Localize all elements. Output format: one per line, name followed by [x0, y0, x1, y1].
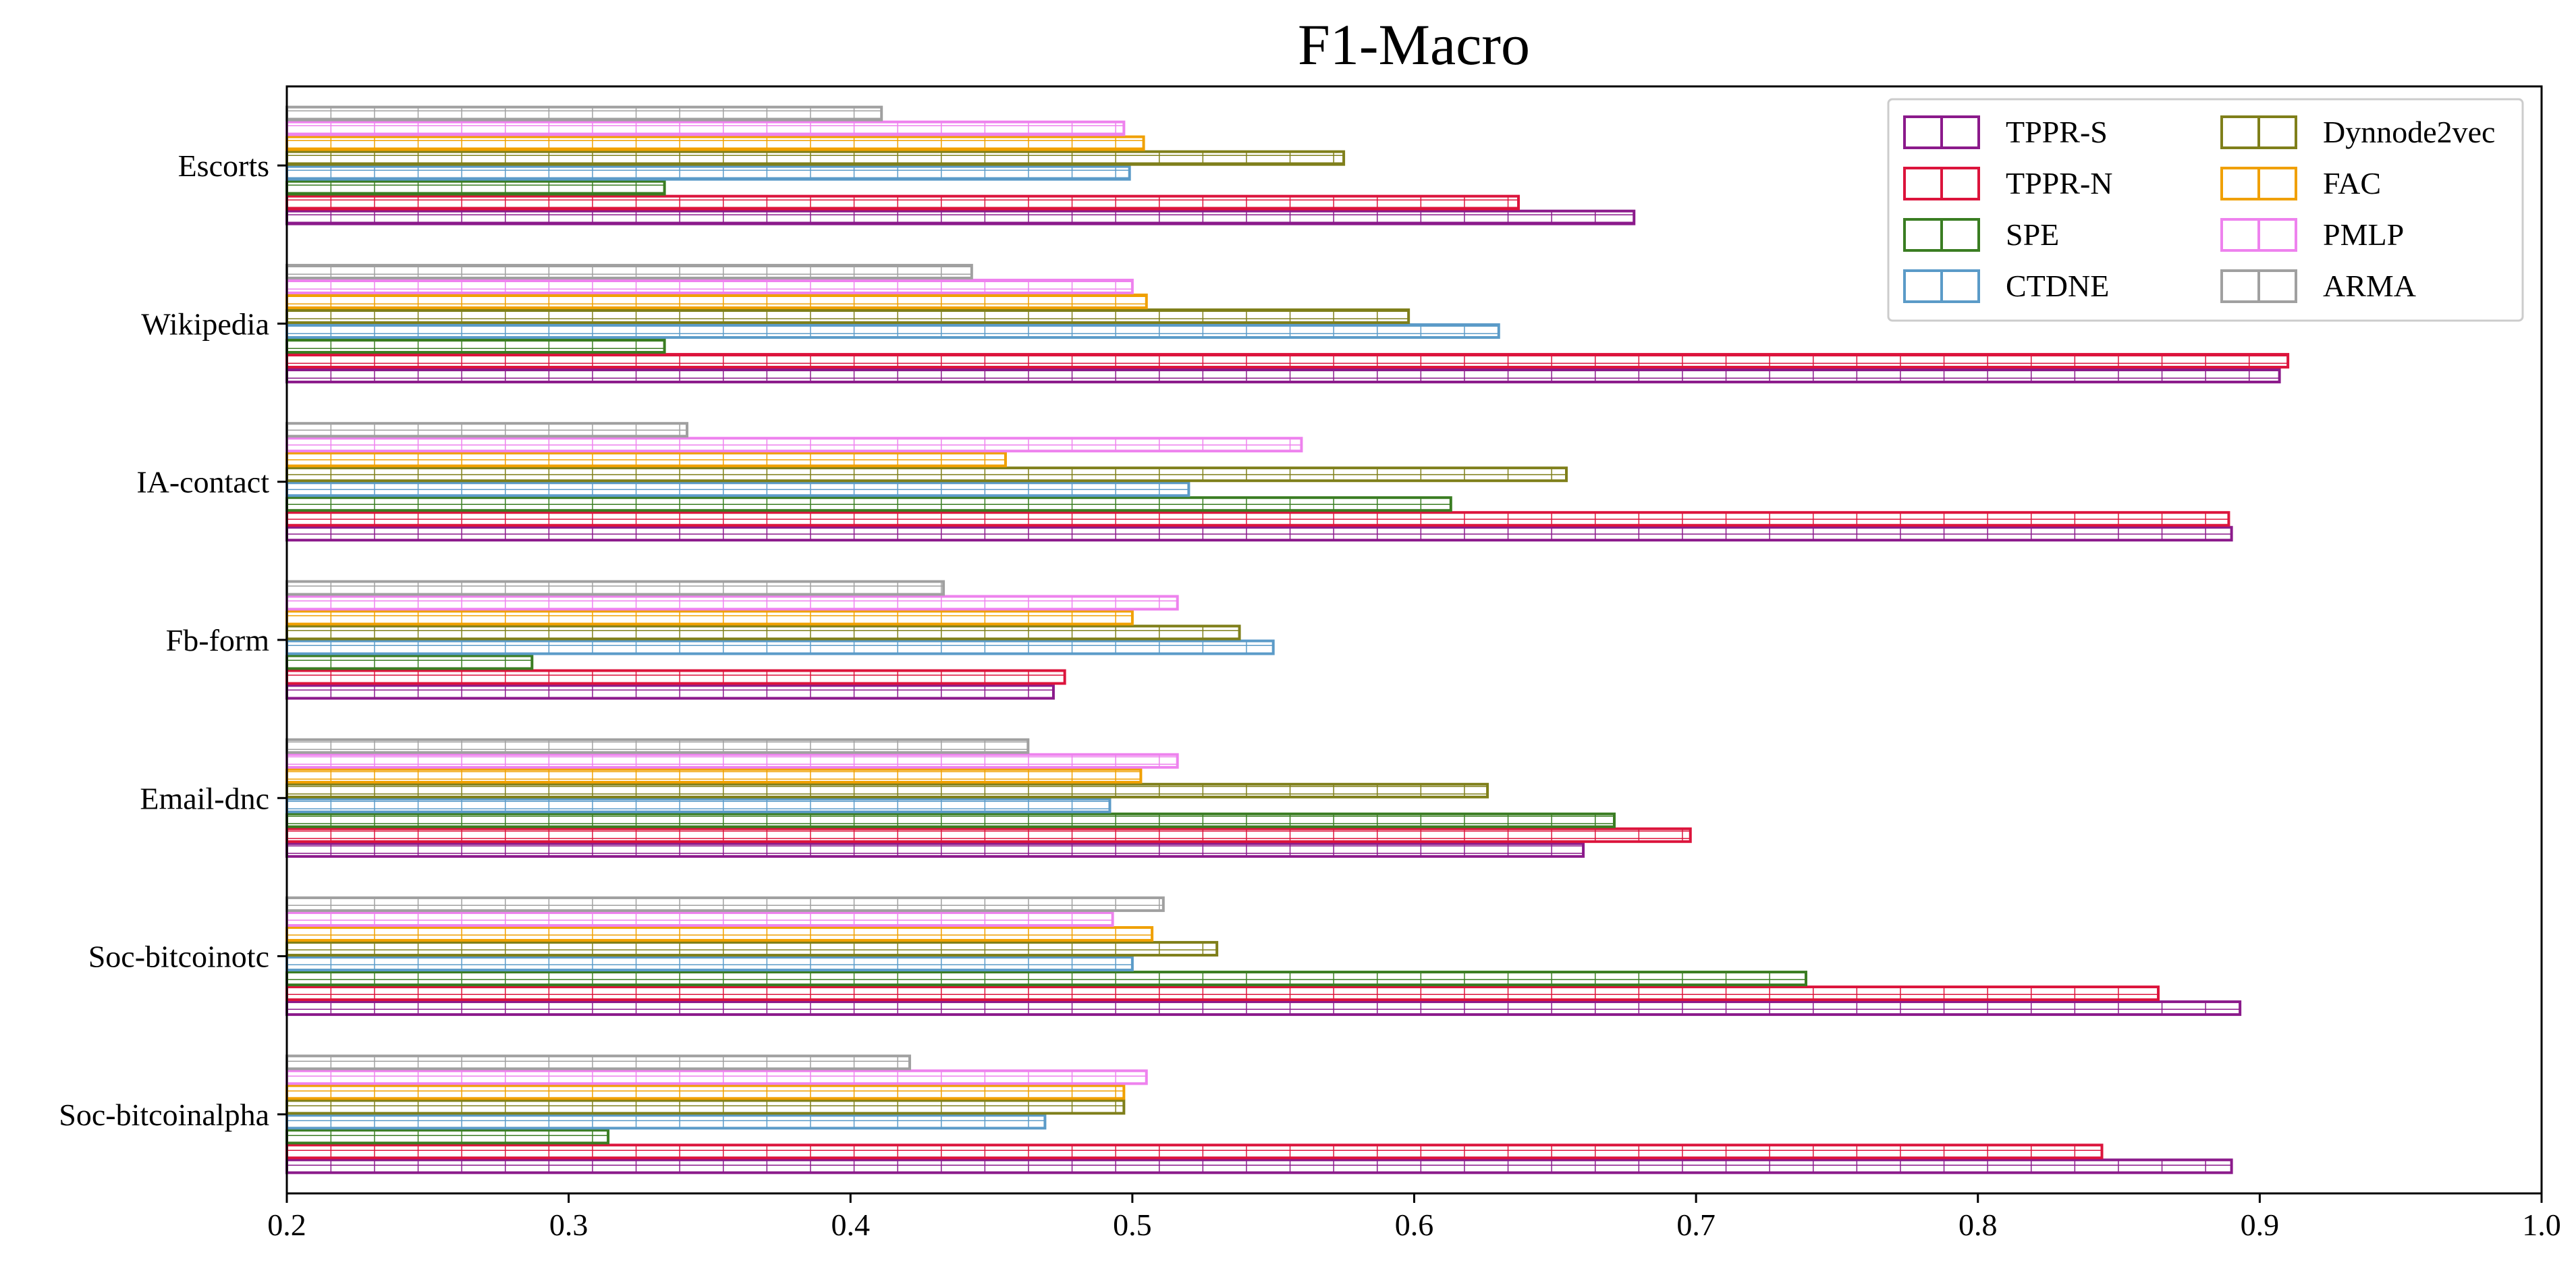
bar-email-dnc-fac: [285, 767, 1143, 784]
bar-soc-bitcoinotc-arma: [285, 896, 1165, 913]
bar-ia-contact-fac: [285, 452, 1007, 468]
bar-soc-bitcoinotc-fac: [285, 926, 1154, 942]
bar-wikipedia-dynnode2vec: [285, 308, 1410, 324]
y-axis: Escorts Wikipedia IA-contact Fb-form Email-d…: [59, 148, 287, 1132]
legend-swatch-tppr-s: [1903, 115, 1980, 149]
bar-soc-bitcoinotc-ctdne: [285, 956, 1134, 972]
bar-wikipedia-ctdne: [285, 323, 1500, 339]
x-tick-label-0-6: 0.6: [1395, 1208, 1434, 1242]
x-tick-label-1-0: 1.0: [2522, 1208, 2561, 1242]
legend-swatch-arma: [2220, 269, 2297, 303]
y-tick-label-fb-form: Fb-form: [166, 623, 270, 657]
bar-soc-bitcoinalpha-pmlp: [285, 1069, 1148, 1085]
bar-fb-form-arma: [285, 580, 946, 596]
bar-email-dnc-ctdne: [285, 797, 1112, 813]
bar-ia-contact-arma: [285, 422, 689, 438]
bar-soc-bitcoinotc-spe: [285, 971, 1807, 987]
legend-label-dynnode2vec: Dynnode2vec: [2323, 115, 2495, 149]
bar-email-dnc-tppr-s: [285, 842, 1585, 858]
bar-ia-contact-dynnode2vec: [285, 466, 1568, 483]
bar-wikipedia-fac: [285, 293, 1148, 309]
bar-escorts-ctdne: [285, 165, 1131, 181]
bar-soc-bitcoinotc-tppr-n: [285, 986, 2160, 1002]
bar-wikipedia-arma: [285, 263, 973, 279]
bar-ia-contact-tppr-n: [285, 511, 2230, 527]
y-tick-label-escorts: Escorts: [178, 148, 269, 183]
bar-soc-bitcoinalpha-tppr-n: [285, 1143, 2104, 1160]
x-tick-label-0-3: 0.3: [549, 1208, 588, 1242]
bar-email-dnc-dynnode2vec: [285, 782, 1489, 799]
bar-escorts-tppr-s: [285, 209, 1636, 225]
bar-wikipedia-pmlp: [285, 278, 1134, 294]
y-tick-label-wikipedia: Wikipedia: [141, 306, 269, 341]
bar-ia-contact-pmlp: [285, 437, 1303, 453]
legend-swatch-fac: [2220, 167, 2297, 200]
bar-wikipedia-spe: [285, 338, 666, 354]
bar-escorts-arma: [285, 105, 883, 122]
bar-escorts-pmlp: [285, 120, 1126, 136]
legend-swatch-ctdne: [1903, 269, 1980, 303]
legend-label-tppr-s: TPPR-S: [2006, 115, 2108, 149]
bar-escorts-fac: [285, 135, 1145, 151]
legend-box: [1887, 98, 2524, 322]
x-tick-label-0-7: 0.7: [1676, 1208, 1716, 1242]
legend-label-fac: FAC: [2323, 166, 2381, 200]
legend-label-pmlp: PMLP: [2323, 217, 2404, 252]
legend-label-ctdne: CTDNE: [2006, 269, 2109, 303]
bar-soc-bitcoinalpha-ctdne: [285, 1114, 1047, 1130]
legend-swatch-tppr-n: [1903, 167, 1980, 200]
bar-soc-bitcoinotc-dynnode2vec: [285, 941, 1219, 957]
legend-label-tppr-n: TPPR-N: [2006, 166, 2112, 200]
x-tick-label-0-4: 0.4: [831, 1208, 871, 1242]
bar-soc-bitcoinalpha-spe: [285, 1129, 610, 1145]
bar-soc-bitcoinalpha-dynnode2vec: [285, 1099, 1126, 1115]
legend-label-arma: ARMA: [2323, 269, 2416, 303]
x-tick-label-0-5: 0.5: [1113, 1208, 1152, 1242]
bar-fb-form-tppr-s: [285, 684, 1055, 700]
bar-email-dnc-tppr-n: [285, 827, 1692, 843]
bar-escorts-dynnode2vec: [285, 150, 1346, 166]
legend-swatch-dynnode2vec: [2220, 115, 2297, 149]
bar-email-dnc-pmlp: [285, 753, 1179, 769]
y-tick-label-soc-bitcoinalpha: Soc-bitcoinalpha: [59, 1098, 269, 1132]
bar-wikipedia-tppr-s: [285, 367, 2281, 383]
bar-fb-form-pmlp: [285, 595, 1179, 611]
bar-fb-form-ctdne: [285, 639, 1275, 655]
legend-label-spe: SPE: [2006, 217, 2059, 252]
bar-email-dnc-arma: [285, 738, 1030, 754]
x-tick-label-0-9: 0.9: [2241, 1208, 2280, 1242]
y-tick-label-email-dnc: Email-dnc: [140, 781, 269, 815]
bar-fb-form-fac: [285, 610, 1134, 626]
bar-soc-bitcoinalpha-fac: [285, 1084, 1126, 1100]
bar-wikipedia-tppr-n: [285, 352, 2290, 369]
chart-title: F1-Macro: [1298, 12, 1530, 77]
y-tick-label-soc-bitcoinotc: Soc-bitcoinotc: [88, 940, 269, 974]
legend-swatch-pmlp: [2220, 218, 2297, 252]
bar-fb-form-spe: [285, 654, 534, 670]
legend: TPPR-S TPPR-N SPE CTDNE Dynnode2vec FAC PMLP AR…: [1887, 98, 2524, 322]
bar-soc-bitcoinotc-tppr-s: [285, 1000, 2242, 1017]
bar-ia-contact-tppr-s: [285, 526, 2233, 542]
x-tick-label-0-2: 0.2: [267, 1208, 306, 1242]
bar-ia-contact-ctdne: [285, 481, 1190, 497]
bar-fb-form-tppr-n: [285, 669, 1066, 685]
y-tick-label-ia-contact: IA-contact: [136, 465, 269, 500]
bar-soc-bitcoinalpha-tppr-s: [285, 1158, 2233, 1174]
x-axis: 0.2 0.3 0.4 0.5 0.6 0.7 0.8 0.9 1.0: [267, 1193, 2561, 1242]
bar-email-dnc-spe: [285, 812, 1616, 828]
bar-soc-bitcoinalpha-arma: [285, 1054, 911, 1071]
bar-fb-form-dynnode2vec: [285, 624, 1241, 641]
bar-escorts-tppr-n: [285, 194, 1520, 211]
bar-soc-bitcoinotc-pmlp: [285, 911, 1114, 927]
bar-escorts-spe: [285, 180, 666, 196]
bar-ia-contact-spe: [285, 496, 1452, 512]
x-tick-label-0-8: 0.8: [1958, 1208, 1998, 1242]
legend-swatch-spe: [1903, 218, 1980, 252]
